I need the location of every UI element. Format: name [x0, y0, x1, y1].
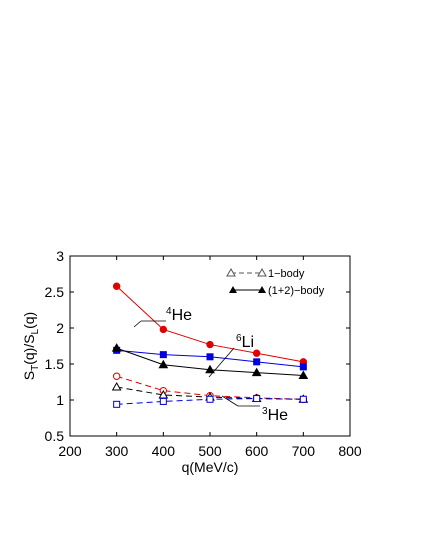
y-axis-label: ST(q)/SL(q) [21, 312, 41, 380]
x-tick-label-200: 200 [58, 443, 82, 459]
annotation-he3: 3He [221, 395, 288, 424]
point-li6_full-400 [159, 351, 167, 359]
legend-marker-one-body-left [226, 267, 236, 277]
series-line-he4_full [116, 285, 304, 363]
legend-marker-one-body-right [257, 267, 267, 277]
point-li6_one-600 [253, 395, 261, 403]
x-tick-label-700: 700 [292, 443, 316, 459]
legend-label-full: (1+2)−body [268, 285, 325, 297]
point-he4_full-500 [206, 340, 214, 349]
legend-marker-full-left [229, 286, 237, 293]
y-tick-label-0.5: 0.5 [45, 428, 65, 444]
series-he3_full [111, 343, 309, 380]
y-axis: 0.5 1 1.5 2 2.5 3 [45, 248, 350, 444]
legend-entry-one-body: 1−body [226, 267, 305, 280]
y-label-sub-t: T [30, 365, 41, 371]
point-li6_full-700 [299, 363, 307, 371]
y-label-sub-l: L [30, 328, 41, 334]
y-tick-label-2.5: 2.5 [45, 284, 65, 300]
annotation-he3-label: 3He [262, 406, 288, 424]
x-tick-label-600: 600 [245, 443, 269, 459]
point-li6_one-500 [206, 395, 214, 403]
point-he3_one-300 [111, 382, 122, 391]
y-tick-label-3: 3 [56, 248, 64, 264]
point-li6_full-500 [206, 353, 214, 361]
annotation-li6-leader [208, 347, 235, 378]
y-label-main: S [21, 371, 37, 380]
series-he4_full [112, 282, 308, 366]
series-li6_full [113, 346, 307, 371]
x-axis: 200 300 400 500 600 700 800 [58, 256, 362, 459]
point-li6_one-700 [299, 395, 307, 403]
series-layer [111, 282, 309, 408]
point-li6_full-600 [253, 358, 261, 366]
y-tick-label-2: 2 [56, 320, 64, 336]
point-he4_full-300 [112, 282, 121, 290]
annotation-li6-label: 6Li [236, 333, 254, 351]
x-tick-label-300: 300 [105, 443, 129, 459]
y-tick-label-1: 1 [56, 392, 64, 408]
series-li6_one [113, 395, 307, 408]
x-tick-label-500: 500 [198, 443, 222, 459]
legend: 1−body (1+2)−body [226, 267, 325, 297]
annotation-he3-text: He [268, 407, 289, 424]
annotation-he3-sup: 3 [262, 406, 268, 417]
legend-label-one-body: 1−body [268, 268, 305, 280]
point-he4_full-400 [159, 325, 168, 334]
y-label-mid: (q)/S [21, 334, 37, 364]
legend-entry-full: (1+2)−body [229, 285, 325, 297]
annotation-he4-label: 4He [166, 306, 192, 324]
legend-marker-full-right [258, 286, 266, 293]
annotation-he4-pointer [133, 320, 142, 328]
point-he3_full-500 [205, 364, 215, 374]
annotation-he3-pointer [221, 395, 239, 407]
annotation-he4-sup: 4 [166, 306, 172, 317]
annotation-li6: 6Li [208, 333, 254, 378]
point-li6_one-400 [159, 397, 167, 405]
annotation-li6-sup: 6 [236, 333, 242, 344]
x-tick-label-400: 400 [152, 443, 176, 459]
point-he3_full-300 [111, 343, 122, 352]
point-he3_full-600 [251, 367, 262, 377]
annotation-he4: 4He [133, 306, 192, 328]
y-tick-label-1.5: 1.5 [45, 356, 65, 372]
annotation-li6-text: Li [242, 334, 254, 351]
point-he3_full-400 [158, 359, 169, 369]
point-he3_full-700 [298, 370, 309, 380]
x-axis-label: q(MeV/c) [182, 459, 239, 475]
point-he4_one-300 [112, 372, 121, 380]
point-li6_one-300 [113, 400, 121, 408]
y-label-end: (q) [21, 312, 37, 329]
annotation-he4-text: He [172, 307, 193, 324]
point-he4_full-600 [252, 349, 261, 357]
x-tick-label-800: 800 [338, 443, 362, 459]
